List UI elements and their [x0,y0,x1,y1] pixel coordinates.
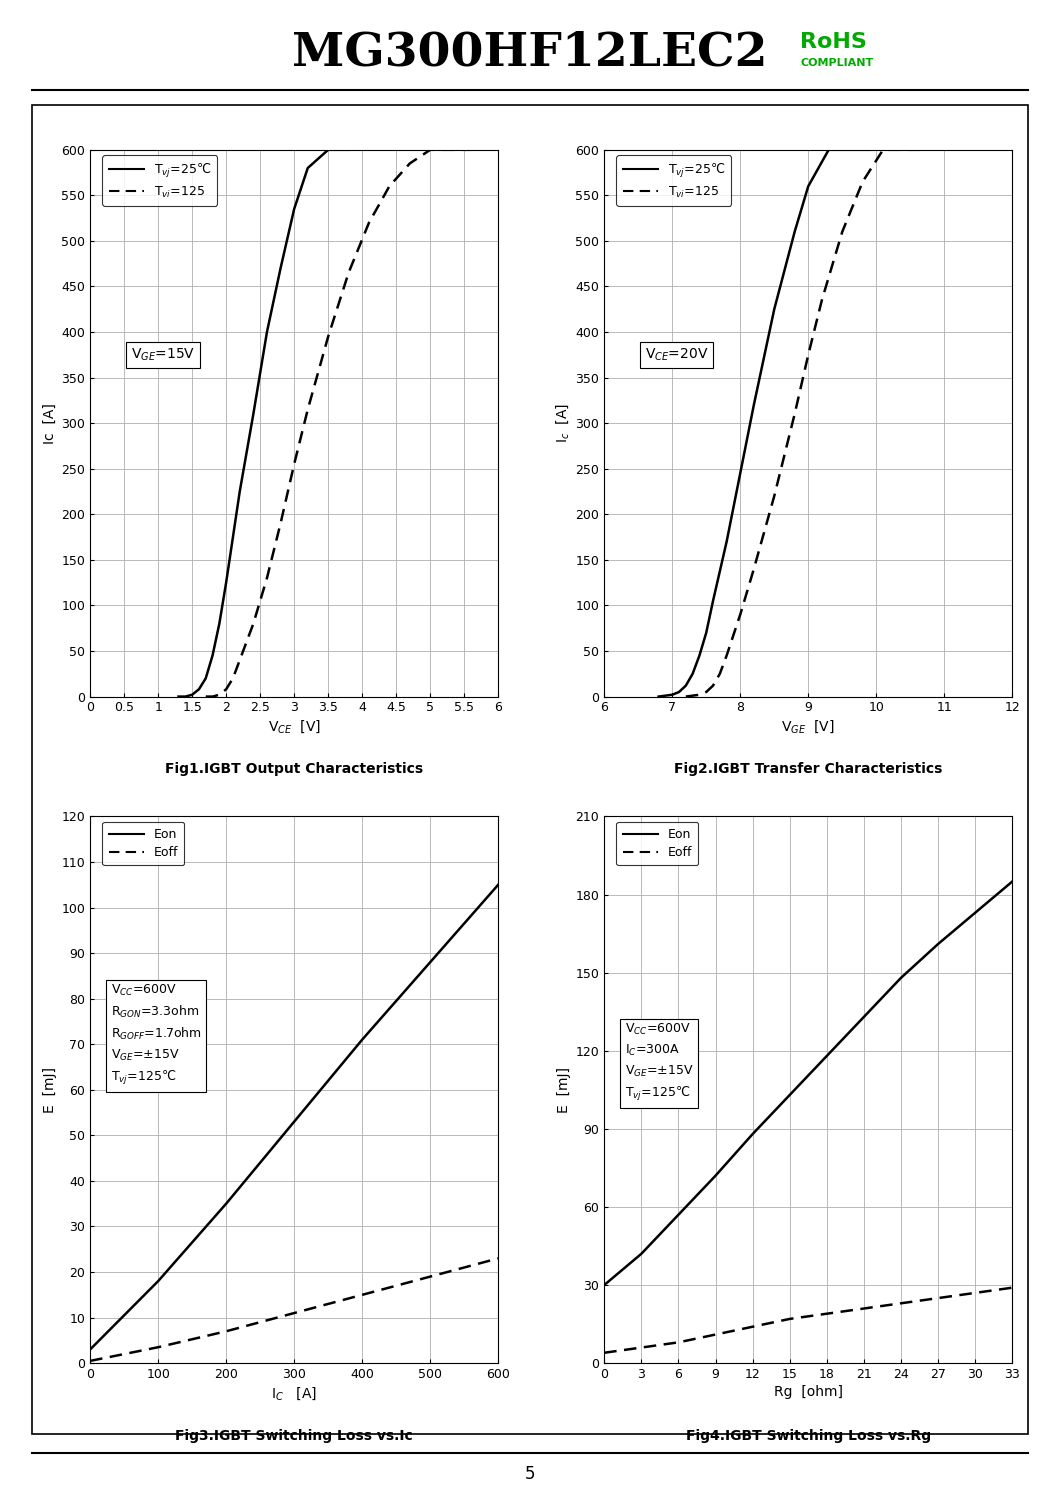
Y-axis label: E  [mJ]: E [mJ] [558,1067,571,1113]
Y-axis label: I$_c$  [A]: I$_c$ [A] [554,403,571,443]
Y-axis label: Ic  [A]: Ic [A] [43,403,57,443]
Legend: Eon, Eoff: Eon, Eoff [617,822,699,866]
Text: V$_{GE}$=15V: V$_{GE}$=15V [131,346,195,363]
Text: RoHS: RoHS [800,31,867,52]
Text: V$_{CC}$=600V
R$_{GON}$=3.3ohm
R$_{GOFF}$=1.7ohm
V$_{GE}$=±15V
T$_{vj}$=125℃: V$_{CC}$=600V R$_{GON}$=3.3ohm R$_{GOFF}… [110,983,201,1088]
Text: Fig1.IGBT Output Characteristics: Fig1.IGBT Output Characteristics [165,762,423,776]
Text: Fig4.IGBT Switching Loss vs.Rg: Fig4.IGBT Switching Loss vs.Rg [686,1429,931,1443]
Text: V$_{CC}$=600V
I$_C$=300A
V$_{GE}$=±15V
T$_{vj}$=125℃: V$_{CC}$=600V I$_C$=300A V$_{GE}$=±15V T… [624,1022,693,1103]
X-axis label: I$_C$   [A]: I$_C$ [A] [271,1386,317,1402]
X-axis label: Rg  [ohm]: Rg [ohm] [774,1386,843,1399]
X-axis label: V$_{CE}$  [V]: V$_{CE}$ [V] [268,719,320,736]
Text: V$_{CE}$=20V: V$_{CE}$=20V [644,346,709,363]
Text: Fig3.IGBT Switching Loss vs.Ic: Fig3.IGBT Switching Loss vs.Ic [175,1429,413,1443]
Legend: T$_{vj}$=25℃, T$_{vi}$=125: T$_{vj}$=25℃, T$_{vi}$=125 [617,156,731,205]
Legend: T$_{vj}$=25℃, T$_{vi}$=125: T$_{vj}$=25℃, T$_{vi}$=125 [103,156,217,205]
Legend: Eon, Eoff: Eon, Eoff [103,822,184,866]
Text: Fig2.IGBT Transfer Characteristics: Fig2.IGBT Transfer Characteristics [674,762,942,776]
Y-axis label: E  [mJ]: E [mJ] [43,1067,57,1113]
Text: 5: 5 [525,1465,535,1483]
Text: MG300HF12LEC2: MG300HF12LEC2 [293,30,767,75]
X-axis label: V$_{GE}$  [V]: V$_{GE}$ [V] [781,719,835,736]
Text: COMPLIANT: COMPLIANT [800,58,873,67]
